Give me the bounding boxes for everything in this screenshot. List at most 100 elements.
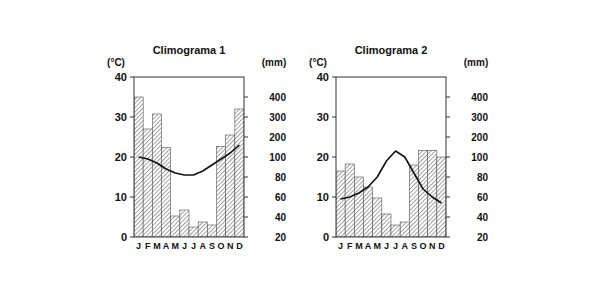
y2-tick-label: 20 bbox=[477, 232, 489, 243]
climograph: Climograma 1(°C)(mm)01020304020406080100… bbox=[107, 44, 286, 251]
x-tick-label: D bbox=[236, 241, 243, 251]
y-tick-label: 10 bbox=[317, 191, 329, 203]
y2-tick bbox=[244, 137, 248, 138]
climograph: Climograma 2 (°C) (mm) 0 10 20 30 40 20 40 60 80 100… bbox=[309, 44, 488, 251]
y-tick bbox=[332, 77, 336, 78]
y-tick-label: 0 bbox=[121, 231, 127, 243]
precipitation-bar bbox=[207, 225, 216, 237]
y-tick-label: 20 bbox=[115, 151, 127, 163]
y2-tick bbox=[244, 157, 248, 158]
x-tick-label: J bbox=[384, 241, 389, 251]
plot-area bbox=[134, 97, 244, 237]
x-tick-label: J bbox=[191, 241, 196, 251]
y2-tick bbox=[244, 97, 248, 98]
x-tick-label: J bbox=[136, 241, 141, 251]
y2-tick bbox=[244, 177, 248, 178]
y2-tick bbox=[244, 217, 248, 218]
x-tick-label: A bbox=[200, 241, 207, 251]
y2-tick bbox=[446, 197, 450, 198]
y2-tick bbox=[244, 197, 248, 198]
precipitation-bar bbox=[198, 222, 207, 237]
precipitation-bar bbox=[162, 147, 171, 237]
y-tick bbox=[130, 117, 134, 118]
y-tick bbox=[130, 157, 134, 158]
y2-tick bbox=[446, 97, 450, 98]
precipitation-bar bbox=[189, 227, 198, 237]
precipitation-bar bbox=[419, 150, 428, 237]
precipitation-bar bbox=[364, 187, 373, 237]
y2-tick-label: 60 bbox=[477, 192, 489, 203]
y-tick bbox=[332, 117, 336, 118]
y2-tick bbox=[446, 157, 450, 158]
x-tick-label: A bbox=[402, 241, 409, 251]
x-tick-label: O bbox=[420, 241, 427, 251]
precipitation-bar bbox=[345, 164, 354, 237]
y2-tick bbox=[446, 177, 450, 178]
y-tick-label: 40 bbox=[317, 71, 329, 83]
x-tick-label: J bbox=[393, 241, 398, 251]
precipitation-bar bbox=[152, 114, 161, 237]
x-tick-label: N bbox=[227, 241, 234, 251]
y2-tick bbox=[446, 117, 450, 118]
y-tick bbox=[130, 237, 134, 238]
y-tick-label: 30 bbox=[115, 111, 127, 123]
x-tick-label: S bbox=[209, 241, 215, 251]
y2-tick-label: 100 bbox=[471, 152, 488, 163]
y2-tick-label: 60 bbox=[275, 192, 287, 203]
y2-tick-label: 100 bbox=[269, 152, 286, 163]
y2-tick bbox=[244, 117, 248, 118]
plot-area bbox=[336, 150, 446, 237]
temperature-line bbox=[139, 145, 240, 175]
background bbox=[0, 0, 594, 300]
precipitation-bar bbox=[409, 165, 418, 237]
x-tick-label: A bbox=[163, 241, 170, 251]
precipitation-bar bbox=[143, 129, 152, 237]
x-tick-label: N bbox=[429, 241, 436, 251]
y2-tick bbox=[446, 137, 450, 138]
x-tick-label: F bbox=[145, 241, 151, 251]
y-tick-label: 10 bbox=[115, 191, 127, 203]
y2-tick bbox=[244, 237, 248, 238]
y2-tick-label: 80 bbox=[477, 172, 489, 183]
title: Climograma 2 bbox=[355, 44, 428, 56]
y-tick-label: 0 bbox=[323, 231, 329, 243]
y2-tick-label: 200 bbox=[471, 132, 488, 143]
precipitation-bar bbox=[171, 216, 180, 237]
y-tick bbox=[332, 197, 336, 198]
y2-tick-label: 20 bbox=[275, 232, 287, 243]
climographs: Climograma 1(°C)(mm)01020304020406080100… bbox=[0, 0, 594, 300]
plot-frame bbox=[336, 77, 446, 237]
y-tick bbox=[130, 197, 134, 198]
y-axis-label: (°C) bbox=[309, 57, 327, 68]
y2-tick-label: 200 bbox=[269, 132, 286, 143]
x-tick-label: M bbox=[355, 241, 363, 251]
x-tick-label: S bbox=[411, 241, 417, 251]
y2-axis-label: (mm) bbox=[262, 57, 286, 68]
y-tick-label: 30 bbox=[317, 111, 329, 123]
y-tick-label: 40 bbox=[115, 71, 127, 83]
plot-frame bbox=[134, 77, 244, 237]
x-tick-label: M bbox=[374, 241, 382, 251]
y2-tick bbox=[446, 237, 450, 238]
y-tick-label: 20 bbox=[317, 151, 329, 163]
y-axis-label: (°C) bbox=[107, 57, 125, 68]
x-tick-label: F bbox=[347, 241, 353, 251]
precipitation-bar bbox=[391, 225, 400, 237]
y2-axis-label: (mm) bbox=[464, 57, 488, 68]
precipitation-bar bbox=[400, 222, 409, 237]
temperature-line bbox=[341, 151, 442, 203]
y2-tick-label: 400 bbox=[269, 92, 286, 103]
x-tick-label: J bbox=[338, 241, 343, 251]
precipitation-bar bbox=[180, 210, 189, 237]
y-tick bbox=[332, 157, 336, 158]
x-tick-label: M bbox=[172, 241, 180, 251]
x-tick-label: A bbox=[365, 241, 372, 251]
y2-tick-label: 80 bbox=[275, 172, 287, 183]
y2-tick-label: 40 bbox=[275, 212, 287, 223]
x-tick-label: M bbox=[153, 241, 161, 251]
x-tick-label: O bbox=[218, 241, 225, 251]
precipitation-bar bbox=[336, 171, 345, 237]
precipitation-bar bbox=[235, 109, 244, 237]
y2-tick-label: 40 bbox=[477, 212, 489, 223]
y2-tick-label: 300 bbox=[269, 112, 286, 123]
